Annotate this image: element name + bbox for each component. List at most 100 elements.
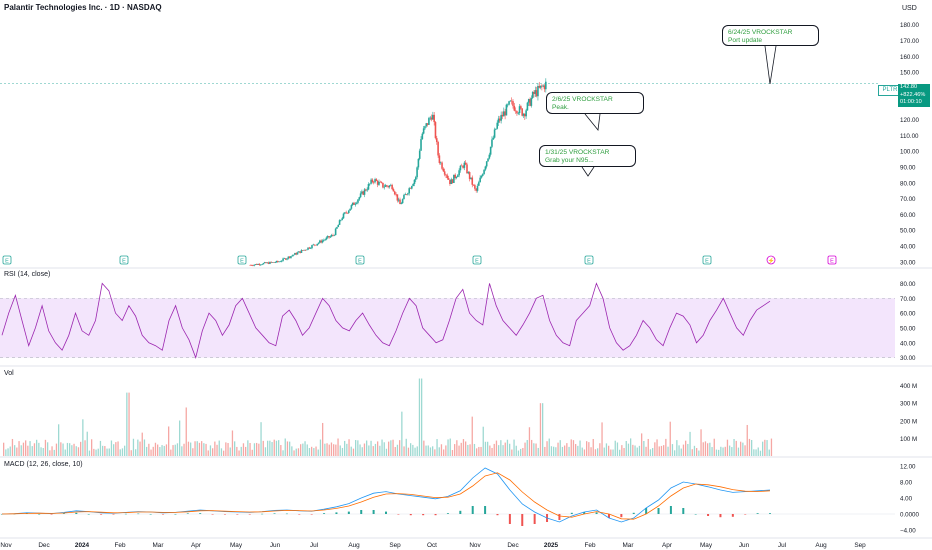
chart-title: Palantir Technologies Inc. · 1D · NASDAQ xyxy=(4,3,162,12)
rsi-pane-label[interactable]: RSI (14, close) xyxy=(4,271,51,278)
volume-bar xyxy=(429,447,432,456)
candle-body xyxy=(330,234,333,237)
macd-histogram-bar xyxy=(323,513,326,514)
volume-bar xyxy=(69,443,71,456)
candle-body xyxy=(502,111,505,117)
candle-body xyxy=(366,189,368,191)
volume-bar xyxy=(335,444,337,456)
volume-bar xyxy=(80,441,82,456)
note-n95-line1: 1/31/25 VROCKSTAR xyxy=(545,149,610,156)
volume-bar xyxy=(278,440,280,456)
candle-body xyxy=(367,184,370,190)
volume-bar xyxy=(504,442,506,456)
volume-bar xyxy=(174,444,176,456)
price-tick-label: 170.00 xyxy=(900,38,919,45)
volume-bar xyxy=(14,445,16,456)
candle-body xyxy=(259,264,262,266)
candle-body xyxy=(303,249,305,251)
candle-body xyxy=(384,185,387,187)
volume-bar xyxy=(18,441,20,456)
candle-body xyxy=(392,189,395,192)
volume-bar xyxy=(135,449,137,456)
candle-body xyxy=(300,250,303,253)
candle-body xyxy=(404,194,407,196)
candle-body xyxy=(315,245,317,246)
volume-bar xyxy=(306,444,308,456)
volume-bar xyxy=(286,441,289,456)
volume-bar xyxy=(495,440,498,456)
volume-bar xyxy=(190,442,192,456)
note-n95[interactable]: 1/31/25 VROCKSTAR Grab your N95... xyxy=(539,145,636,167)
note-port-update[interactable]: 6/24/25 VROCKSTAR Port update xyxy=(722,25,819,46)
earnings-marker xyxy=(472,255,482,265)
time-tick-label: Apr xyxy=(662,542,673,549)
candle-body xyxy=(428,118,430,125)
volume-bar xyxy=(346,443,348,456)
macd-histogram-bar xyxy=(756,513,759,514)
candle-body xyxy=(408,188,411,194)
volume-bar xyxy=(597,448,599,456)
volume-bar xyxy=(179,420,181,456)
candle-body xyxy=(492,137,495,140)
candle-body xyxy=(390,184,392,186)
candle-body xyxy=(487,158,489,162)
volume-bar xyxy=(755,449,757,456)
volume-bar xyxy=(203,443,205,456)
macd-histogram-bar xyxy=(223,514,226,515)
volume-bar xyxy=(264,447,267,456)
currency-label[interactable]: USD xyxy=(902,5,917,12)
price-tick-label: 90.00 xyxy=(900,164,916,171)
volume-bar xyxy=(436,439,438,456)
candle-body xyxy=(351,202,354,206)
volume-bar xyxy=(524,442,526,456)
volume-bar xyxy=(368,445,370,456)
price-tick-label: 60.00 xyxy=(900,212,916,219)
candle-body xyxy=(376,180,379,185)
macd-tick-label: 12.00 xyxy=(900,464,916,471)
volume-bar xyxy=(128,392,130,456)
volume-bar xyxy=(3,442,5,456)
candle-body xyxy=(299,251,301,253)
volume-bar xyxy=(548,438,550,456)
candle-body xyxy=(263,262,266,264)
candle-body xyxy=(254,264,257,265)
volume-bar xyxy=(113,444,115,456)
volume-bar xyxy=(185,407,187,456)
candle-body xyxy=(433,114,435,123)
volume-bar xyxy=(53,449,55,456)
volume-bar xyxy=(473,443,476,456)
macd-histogram-bar xyxy=(112,514,115,515)
volume-bar xyxy=(260,422,262,456)
earnings-marker-label: E xyxy=(587,259,591,265)
price-tick-label: 180.00 xyxy=(900,22,919,29)
macd-histogram-bar xyxy=(645,508,648,514)
candle-body xyxy=(432,114,434,120)
volume-bar xyxy=(161,445,163,456)
earnings-marker-label: E xyxy=(122,259,126,265)
macd-histogram-bar xyxy=(273,513,276,514)
candle-body xyxy=(457,175,459,177)
candle-body xyxy=(450,179,453,185)
volume-bar xyxy=(146,446,148,456)
volume-bar xyxy=(361,447,363,456)
time-tick-label: Nov xyxy=(469,542,481,549)
volume-bar xyxy=(564,445,566,456)
macd-pane-label[interactable]: MACD (12, 26, close, 10) xyxy=(4,461,83,468)
candle-body xyxy=(368,183,371,185)
volume-bar xyxy=(121,448,124,456)
candle-body xyxy=(277,260,279,262)
macd-histogram-bar xyxy=(50,514,53,515)
note-peak-line1: 2/6/25 VROCKSTAR xyxy=(552,96,613,103)
macd-histogram-bar xyxy=(744,514,747,515)
price-change: +822.46% xyxy=(900,91,926,98)
macd-histogram-bar xyxy=(422,514,425,516)
volume-bar xyxy=(610,449,612,456)
note-peak[interactable]: 2/6/25 VROCKSTAR Peak. xyxy=(546,92,644,114)
candle-body xyxy=(321,240,324,243)
volume-bar xyxy=(194,441,196,456)
candle-body xyxy=(478,182,480,186)
candle-body xyxy=(472,184,475,186)
candle-body xyxy=(269,261,271,264)
candle-body xyxy=(464,162,467,165)
volume-pane-label[interactable]: Vol xyxy=(4,370,14,377)
